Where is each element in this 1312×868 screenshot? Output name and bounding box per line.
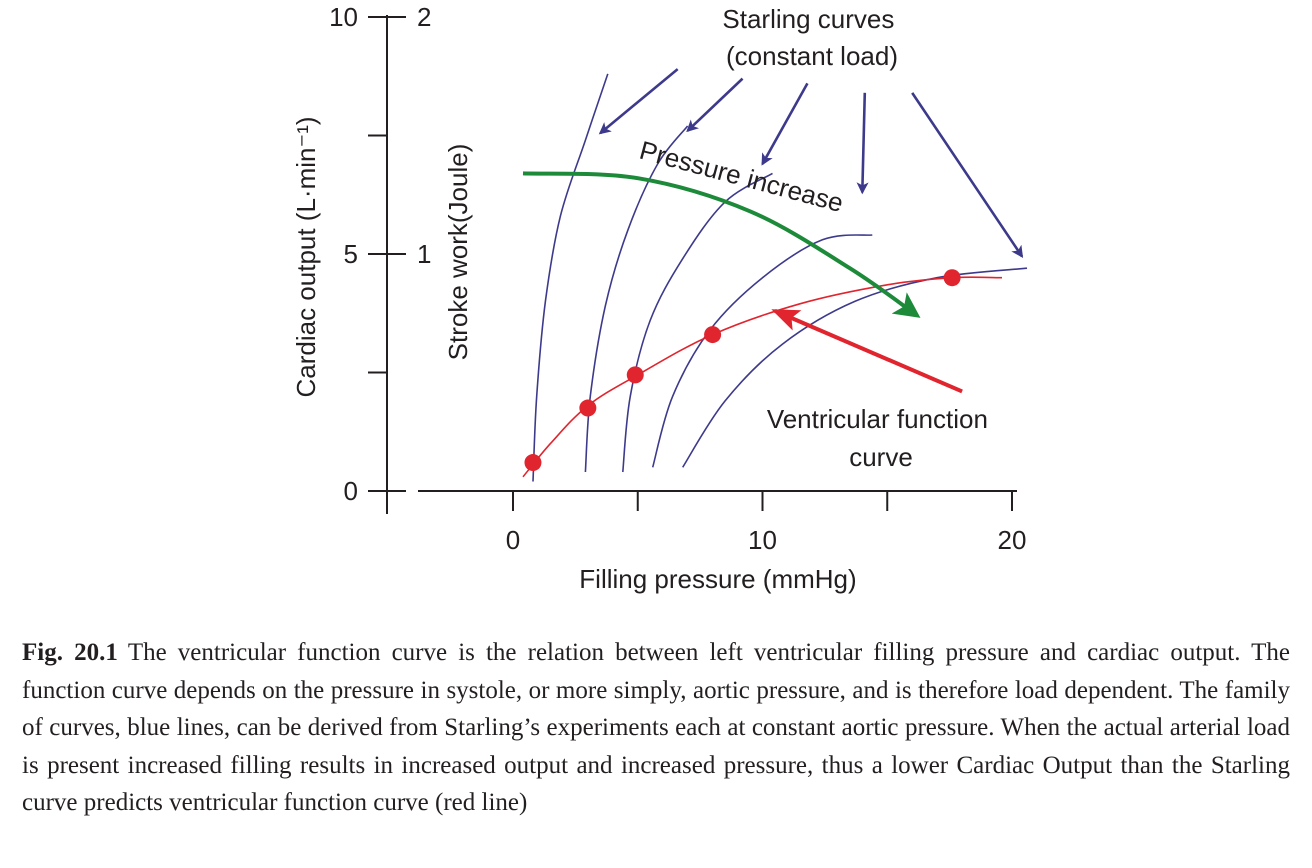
ventricular-function-curve: [522, 269, 1003, 478]
pressure-increase-arrow: [522, 171, 921, 318]
function-curve-arrow: [771, 309, 963, 394]
chart: 0 10 20 0 5 10 1 2 Filling pressure (mmHg) Card…: [291, 2, 1028, 594]
y-left-tick-label: 0: [344, 476, 358, 506]
starling-arrow: [911, 92, 1024, 259]
starling-curve: [682, 267, 1028, 468]
x-tick-label: 10: [748, 525, 777, 555]
y-right-tick-label: 1: [417, 239, 431, 269]
function-point: [579, 399, 597, 417]
figure-label: Fig. 20.1: [22, 639, 118, 666]
function-point: [943, 269, 961, 287]
function-point: [626, 366, 644, 384]
y-axis-right-title: Stroke work(Joule): [443, 144, 473, 361]
x-tick-label: 0: [506, 525, 520, 555]
starling-curve: [651, 234, 873, 468]
y-left-tick-label: 10: [329, 2, 358, 32]
pressure-increase-label: Pressure increase: [636, 135, 846, 218]
y-axis-left-title: Cardiac output (L·min⁻¹): [291, 116, 321, 397]
ventricular-function-annotation-line-2: curve: [849, 442, 913, 472]
starling-curve: [532, 73, 609, 482]
y-right-tick-label: 2: [417, 2, 431, 32]
tick-group: 0 10 20 0 5 10 1 2: [329, 2, 1026, 555]
starling-annotation-line-1: Starling curves: [722, 4, 894, 34]
y-left-tick-label: 5: [344, 239, 358, 269]
starling-curve: [622, 172, 773, 473]
starling-arrow: [686, 77, 744, 133]
ventricular-function-annotation: Ventricular function curve: [767, 404, 995, 472]
annotation-arrows: [522, 68, 1024, 394]
figure-caption: Fig. 20.1 The ventricular function curve …: [22, 634, 1290, 822]
axes: [386, 15, 1017, 514]
ventricular-function-annotation-line-1: Ventricular function: [767, 404, 988, 434]
starling-arrow: [856, 92, 869, 195]
starling-annotation-line-2: (constant load): [726, 41, 898, 71]
figure-caption-text: The ventricular function curve is the re…: [22, 639, 1290, 816]
starling-arrow: [761, 82, 809, 166]
starling-arrow: [598, 68, 679, 135]
x-tick-label: 20: [998, 525, 1027, 555]
starling-annotation: Starling curves (constant load): [722, 4, 901, 71]
x-axis-title: Filling pressure (mmHg): [579, 564, 856, 594]
function-point: [524, 454, 542, 472]
annotation-labels: Filling pressure (mmHg) Cardiac output (…: [291, 4, 995, 594]
function-point: [704, 326, 722, 344]
